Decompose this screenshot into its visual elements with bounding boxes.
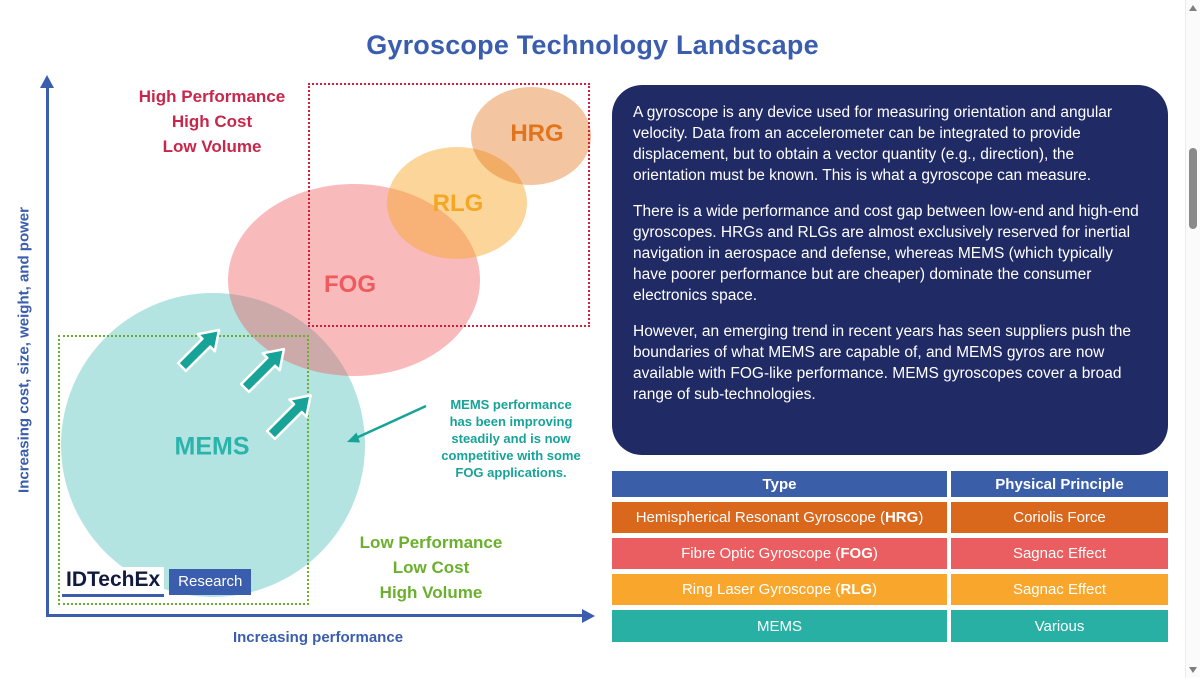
info-paragraph: A gyroscope is any device used for measu… [633, 104, 1113, 184]
page-title: Gyroscope Technology Landscape [366, 30, 819, 60]
table-header-type: Type [612, 471, 947, 497]
fog-bubble [228, 184, 480, 376]
idtechex-logo-brand: IDTechEx [62, 567, 165, 597]
table-cell-type: Ring Laser Gyroscope (RLG) [612, 574, 947, 605]
mems-bubble-label: MEMS [174, 432, 250, 461]
x-axis-label: Increasing performance [232, 629, 404, 646]
table-header-principle: Physical Principle [951, 471, 1168, 497]
idtechex-logo-research-badge: Research [169, 569, 252, 595]
y-axis-line [46, 86, 49, 617]
high-performance-label: High Performance High Cost Low Volume [138, 87, 286, 156]
table-cell-type: MEMS [612, 610, 947, 642]
table-header-row: Type Physical Principle [612, 471, 1168, 497]
table-cell-principle: Sagnac Effect [951, 538, 1168, 569]
table-row: Ring Laser Gyroscope (RLG) Sagnac Effect [612, 574, 1168, 605]
table-cell-type: Fibre Optic Gyroscope (FOG) [612, 538, 947, 569]
rlg-bubble-label: RLG [432, 190, 484, 217]
x-axis-arrow-icon [582, 609, 595, 623]
scrollbar-thumb[interactable] [1189, 148, 1197, 229]
vertical-scrollbar[interactable] [1185, 0, 1200, 678]
table-row: Hemispherical Resonant Gyroscope (HRG) C… [612, 502, 1168, 533]
technology-landscape-chart: High Performance High Cost Low Volume Lo… [15, 75, 595, 646]
x-axis-line [46, 614, 584, 617]
info-paragraph: There is a wide performance and cost gap… [633, 203, 1139, 304]
low-performance-label: Low Performance Low Cost High Volume [359, 533, 503, 602]
fog-bubble-label: FOG [324, 271, 376, 298]
table-cell-type: Hemispherical Resonant Gyroscope (HRG) [612, 502, 947, 533]
rlg-bubble [387, 147, 527, 259]
technology-table: Type Physical Principle Hemispherical Re… [612, 471, 1168, 647]
y-axis-arrow-icon [40, 75, 54, 88]
table-row: Fibre Optic Gyroscope (FOG) Sagnac Effec… [612, 538, 1168, 569]
high-performance-region-box [308, 83, 590, 327]
table-cell-principle: Various [951, 610, 1168, 642]
info-panel: A gyroscope is any device used for measu… [612, 85, 1168, 455]
hrg-bubble-label: HRG [510, 120, 564, 147]
table-cell-principle: Sagnac Effect [951, 574, 1168, 605]
info-paragraph: However, an emerging trend in recent yea… [633, 323, 1132, 403]
table-cell-principle: Coriolis Force [951, 502, 1168, 533]
y-axis-label: Increasing cost, size, weight, and power [15, 207, 33, 493]
low-performance-region-box [58, 335, 309, 605]
mems-annotation-text: MEMS performance has been improving stea… [441, 397, 581, 480]
scroll-down-icon[interactable] [1189, 667, 1197, 673]
hrg-bubble [471, 87, 591, 185]
table-row: MEMS Various [612, 610, 1168, 642]
scroll-up-icon[interactable] [1189, 5, 1197, 11]
idtechex-logo: IDTechEx Research [62, 567, 252, 597]
